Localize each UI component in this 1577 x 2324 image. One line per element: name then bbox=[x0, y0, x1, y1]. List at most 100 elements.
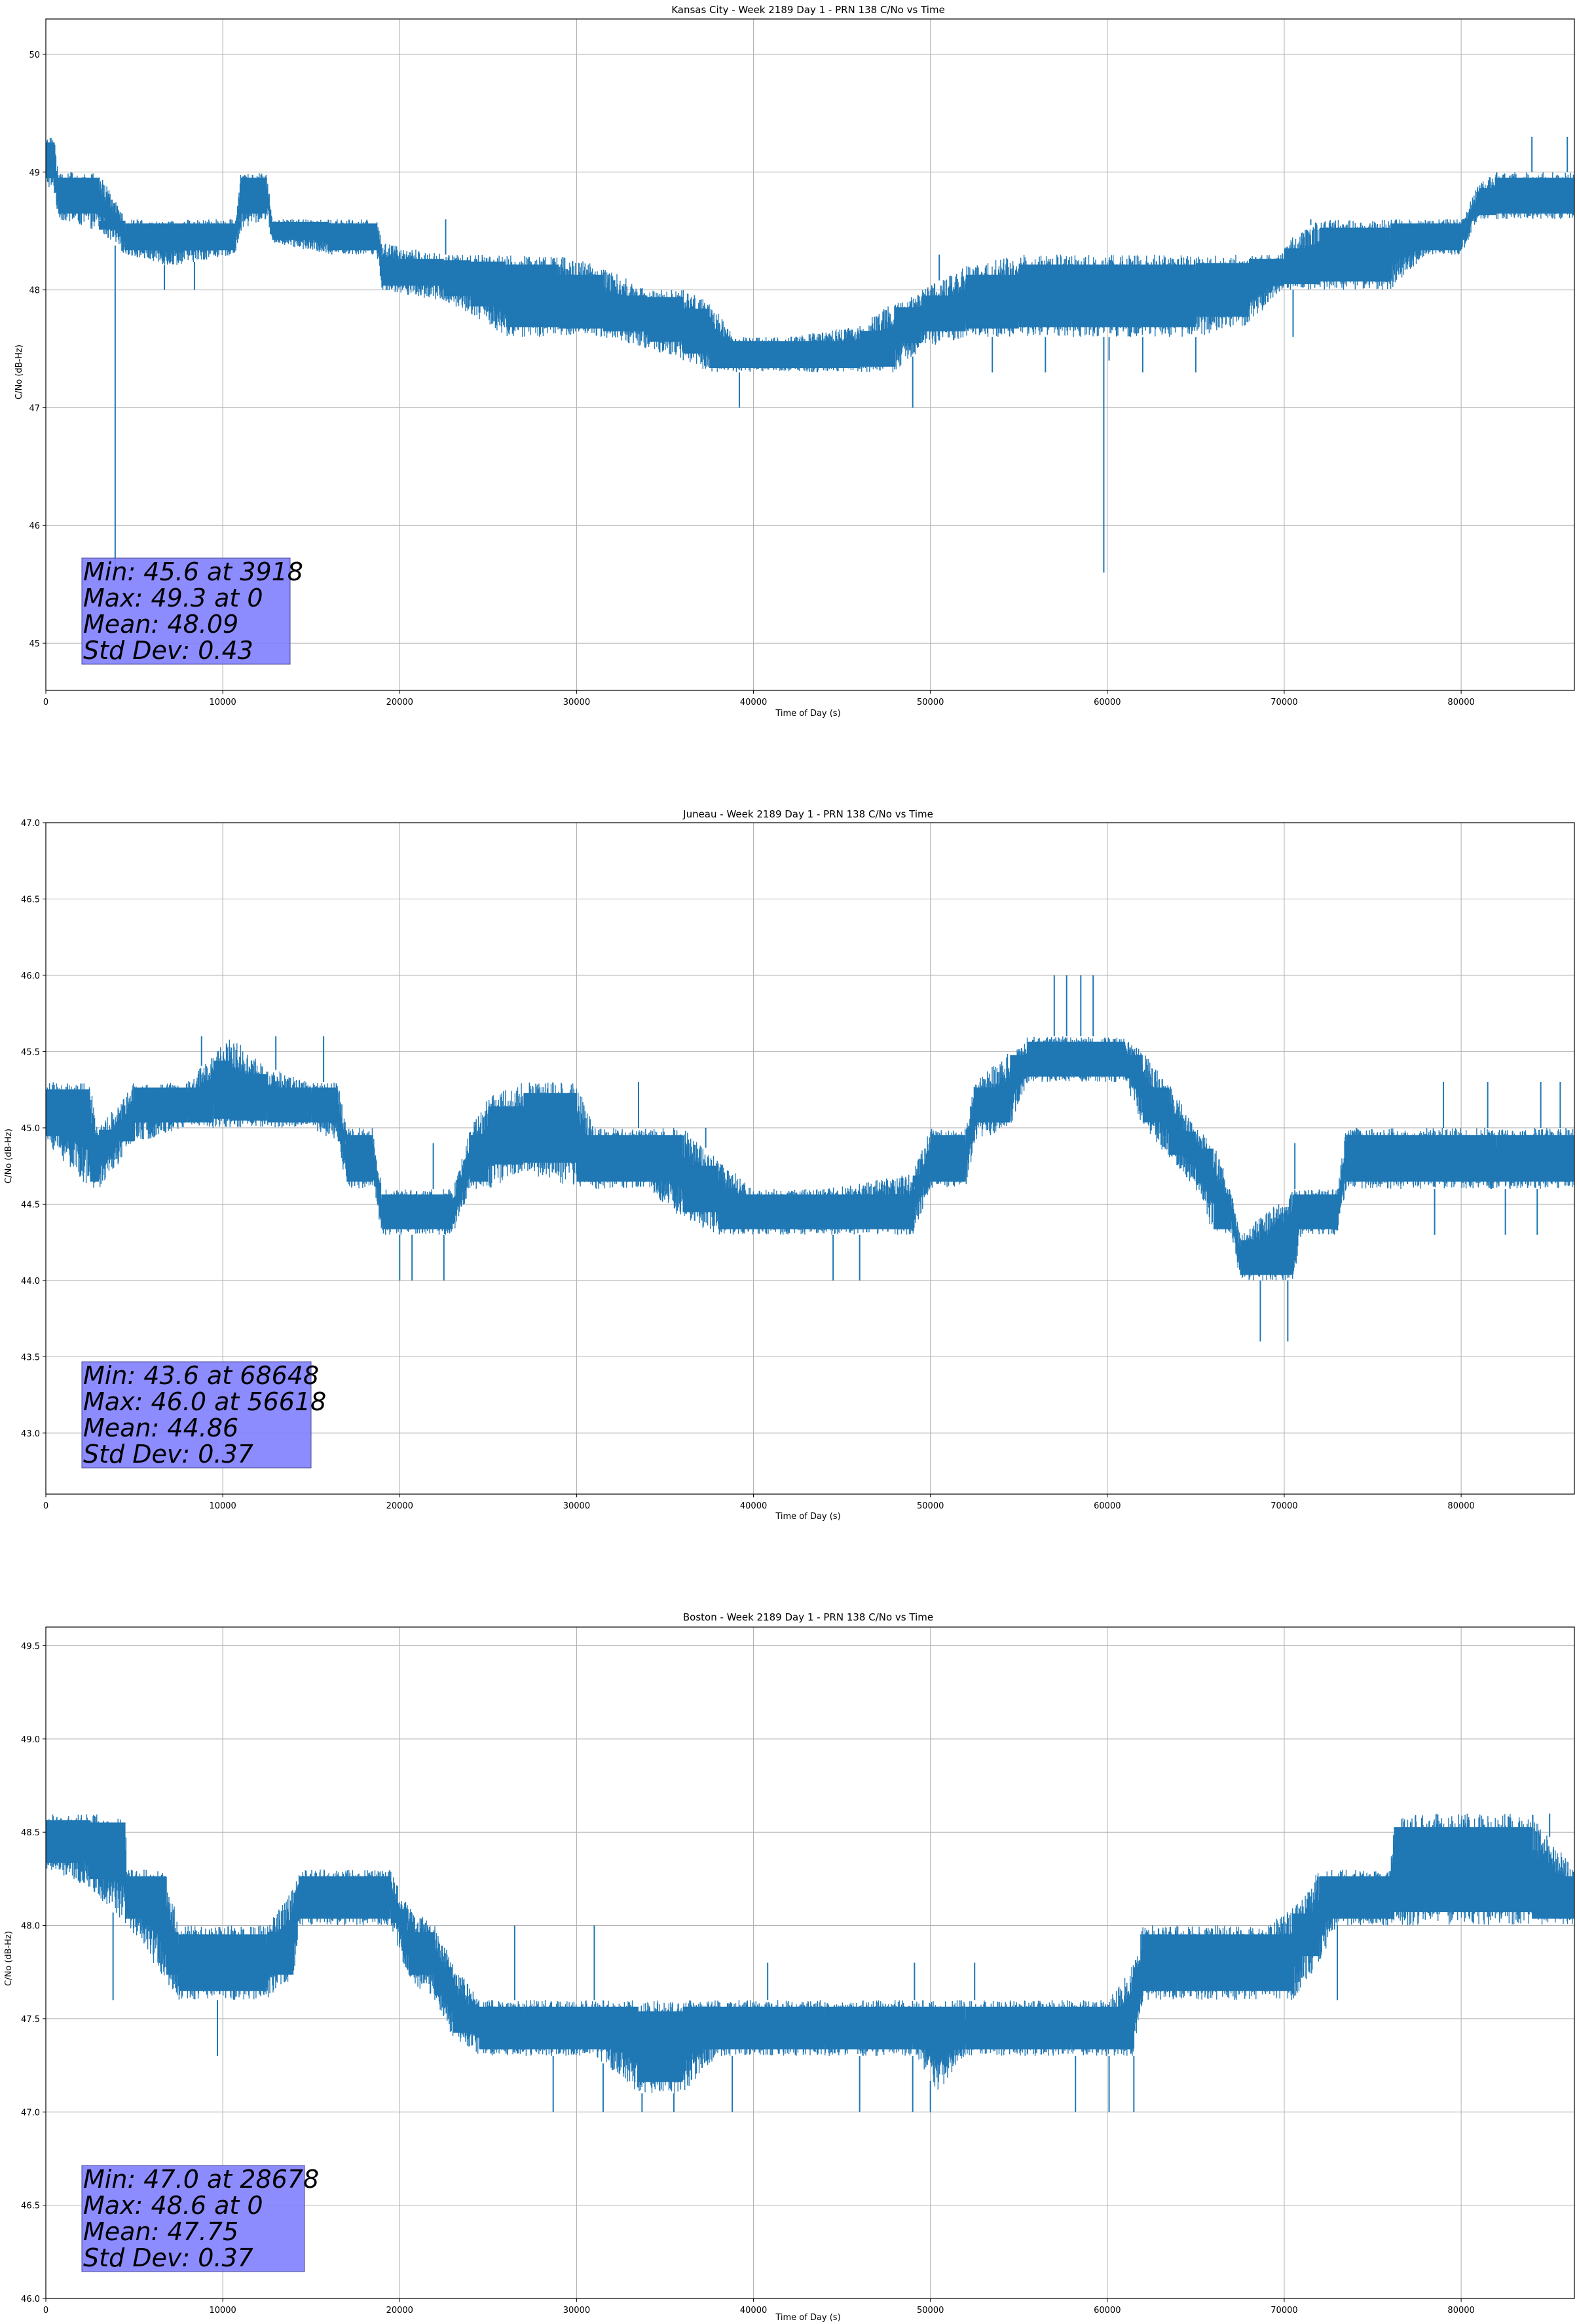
data-band-core bbox=[267, 1087, 312, 1123]
y-tick-label: 47.0 bbox=[21, 2108, 40, 2118]
y-tick-label: 50 bbox=[29, 50, 40, 60]
data-band-core bbox=[735, 341, 789, 368]
data-band-core bbox=[1426, 1827, 1462, 1913]
data-band-core bbox=[1010, 1055, 1028, 1079]
data-band-core bbox=[594, 2006, 639, 2050]
data-band-core bbox=[1071, 2006, 1107, 2050]
data-band-core bbox=[824, 1194, 913, 1229]
data-band-core bbox=[1169, 1131, 1196, 1155]
x-tick-label: 50000 bbox=[917, 2306, 944, 2315]
data-band-core bbox=[235, 220, 241, 230]
data-band-core bbox=[134, 1087, 188, 1123]
x-tick-label: 50000 bbox=[917, 1501, 944, 1511]
data-band-core bbox=[1195, 1148, 1214, 1184]
y-tick-label: 43.0 bbox=[21, 1429, 40, 1439]
y-axis-label: C/No (dB-Hz) bbox=[4, 1129, 14, 1184]
x-tick-label: 40000 bbox=[740, 698, 767, 707]
x-tick-label: 20000 bbox=[386, 698, 413, 707]
x-tick-label: 80000 bbox=[1447, 2306, 1474, 2315]
y-tick-label: 46 bbox=[29, 521, 40, 531]
data-band-core bbox=[408, 1932, 436, 1975]
data-band-core bbox=[329, 223, 377, 251]
data-band-core bbox=[46, 142, 55, 179]
y-axis-label: C/No (dB-Hz) bbox=[4, 1931, 14, 1986]
data-band-core bbox=[1124, 1055, 1143, 1079]
y-tick-label: 49 bbox=[29, 168, 40, 178]
x-axis-label: Time of Day (s) bbox=[775, 1512, 840, 1522]
data-band-core bbox=[682, 2006, 718, 2050]
data-band-core bbox=[1071, 264, 1143, 328]
x-tick-label: 60000 bbox=[1094, 2306, 1121, 2315]
data-band-core bbox=[1390, 223, 1426, 251]
data-band-core bbox=[974, 1087, 1011, 1123]
data-band-core bbox=[231, 1074, 267, 1121]
data-band-core bbox=[1390, 1876, 1394, 1919]
x-tick-label: 40000 bbox=[740, 1501, 767, 1511]
data-band-core bbox=[718, 1194, 754, 1229]
data-band-core bbox=[965, 1129, 975, 1142]
plot-frame bbox=[45, 18, 1575, 691]
data-band-core bbox=[965, 2006, 1072, 2050]
x-tick-label: 30000 bbox=[563, 2306, 590, 2315]
data-band-core bbox=[559, 274, 603, 329]
data-band-core bbox=[1142, 264, 1196, 328]
data-band-core bbox=[240, 178, 267, 214]
data-band-core bbox=[479, 2006, 524, 2050]
data-band-core bbox=[930, 1135, 966, 1182]
x-tick-label: 60000 bbox=[1094, 698, 1121, 707]
y-tick-label: 46.0 bbox=[21, 2295, 40, 2304]
data-band-core bbox=[346, 1876, 391, 1919]
x-tick-label: 80000 bbox=[1447, 698, 1474, 707]
data-band-core bbox=[753, 1194, 825, 1229]
stats-box bbox=[81, 557, 291, 665]
y-tick-label: 48.5 bbox=[21, 1828, 40, 1838]
data-band-core bbox=[895, 307, 922, 343]
data-band-core bbox=[576, 1135, 595, 1182]
data-band-core bbox=[1301, 1194, 1338, 1229]
data-band-core bbox=[1337, 1876, 1373, 1919]
data-band-core bbox=[90, 1822, 126, 1879]
plot-frame bbox=[45, 1626, 1575, 2299]
data-band-core bbox=[682, 1165, 718, 1212]
chart-kansas-city: Kansas City - Week 2189 Day 1 - PRN 138 … bbox=[14, 4, 1575, 719]
data-band-core bbox=[1320, 1876, 1338, 1919]
data-band-core bbox=[1426, 1135, 1497, 1182]
data-band-core bbox=[859, 2006, 913, 2050]
data-band-core bbox=[470, 261, 506, 307]
data-band-core bbox=[1071, 1041, 1125, 1077]
data-band-core bbox=[912, 1175, 931, 1188]
x-tick-label: 40000 bbox=[740, 2306, 767, 2315]
data-band-core bbox=[58, 178, 100, 214]
y-tick-label: 48 bbox=[29, 286, 40, 296]
data-series bbox=[46, 1813, 1574, 2112]
data-band-core bbox=[187, 1087, 214, 1123]
data-band-core bbox=[213, 1060, 232, 1119]
data-band-core bbox=[1142, 1087, 1170, 1123]
data-band-core bbox=[125, 223, 170, 251]
x-tick-label: 70000 bbox=[1271, 698, 1297, 707]
data-band-core bbox=[523, 2006, 595, 2050]
data-band-core bbox=[912, 2006, 940, 2050]
data-band-core bbox=[178, 1934, 223, 1991]
data-band-core bbox=[1284, 248, 1320, 284]
y-tick-label: 47.0 bbox=[21, 819, 40, 829]
data-band-core bbox=[1293, 1194, 1302, 1229]
data-band-core bbox=[299, 1876, 347, 1919]
data-band-core bbox=[382, 259, 444, 286]
x-tick-label: 0 bbox=[43, 698, 48, 707]
stats-line: Mean: 48.09 bbox=[83, 610, 238, 639]
stats-box bbox=[81, 2165, 305, 2272]
data-band-core bbox=[127, 1876, 166, 1919]
data-band-core bbox=[337, 1129, 347, 1142]
y-tick-label: 48.0 bbox=[21, 1922, 40, 1932]
stats-line: Mean: 44.86 bbox=[83, 1414, 238, 1442]
x-axis-label: Time of Day (s) bbox=[775, 2313, 840, 2323]
data-band-core bbox=[1532, 178, 1574, 214]
data-band-core bbox=[377, 244, 382, 253]
stats-line: Min: 43.6 at 68648 bbox=[83, 1361, 319, 1390]
data-band-core bbox=[311, 1087, 338, 1123]
data-band-core bbox=[1134, 1967, 1143, 1996]
data-band-core bbox=[788, 341, 860, 368]
data-band-core bbox=[99, 1129, 135, 1142]
